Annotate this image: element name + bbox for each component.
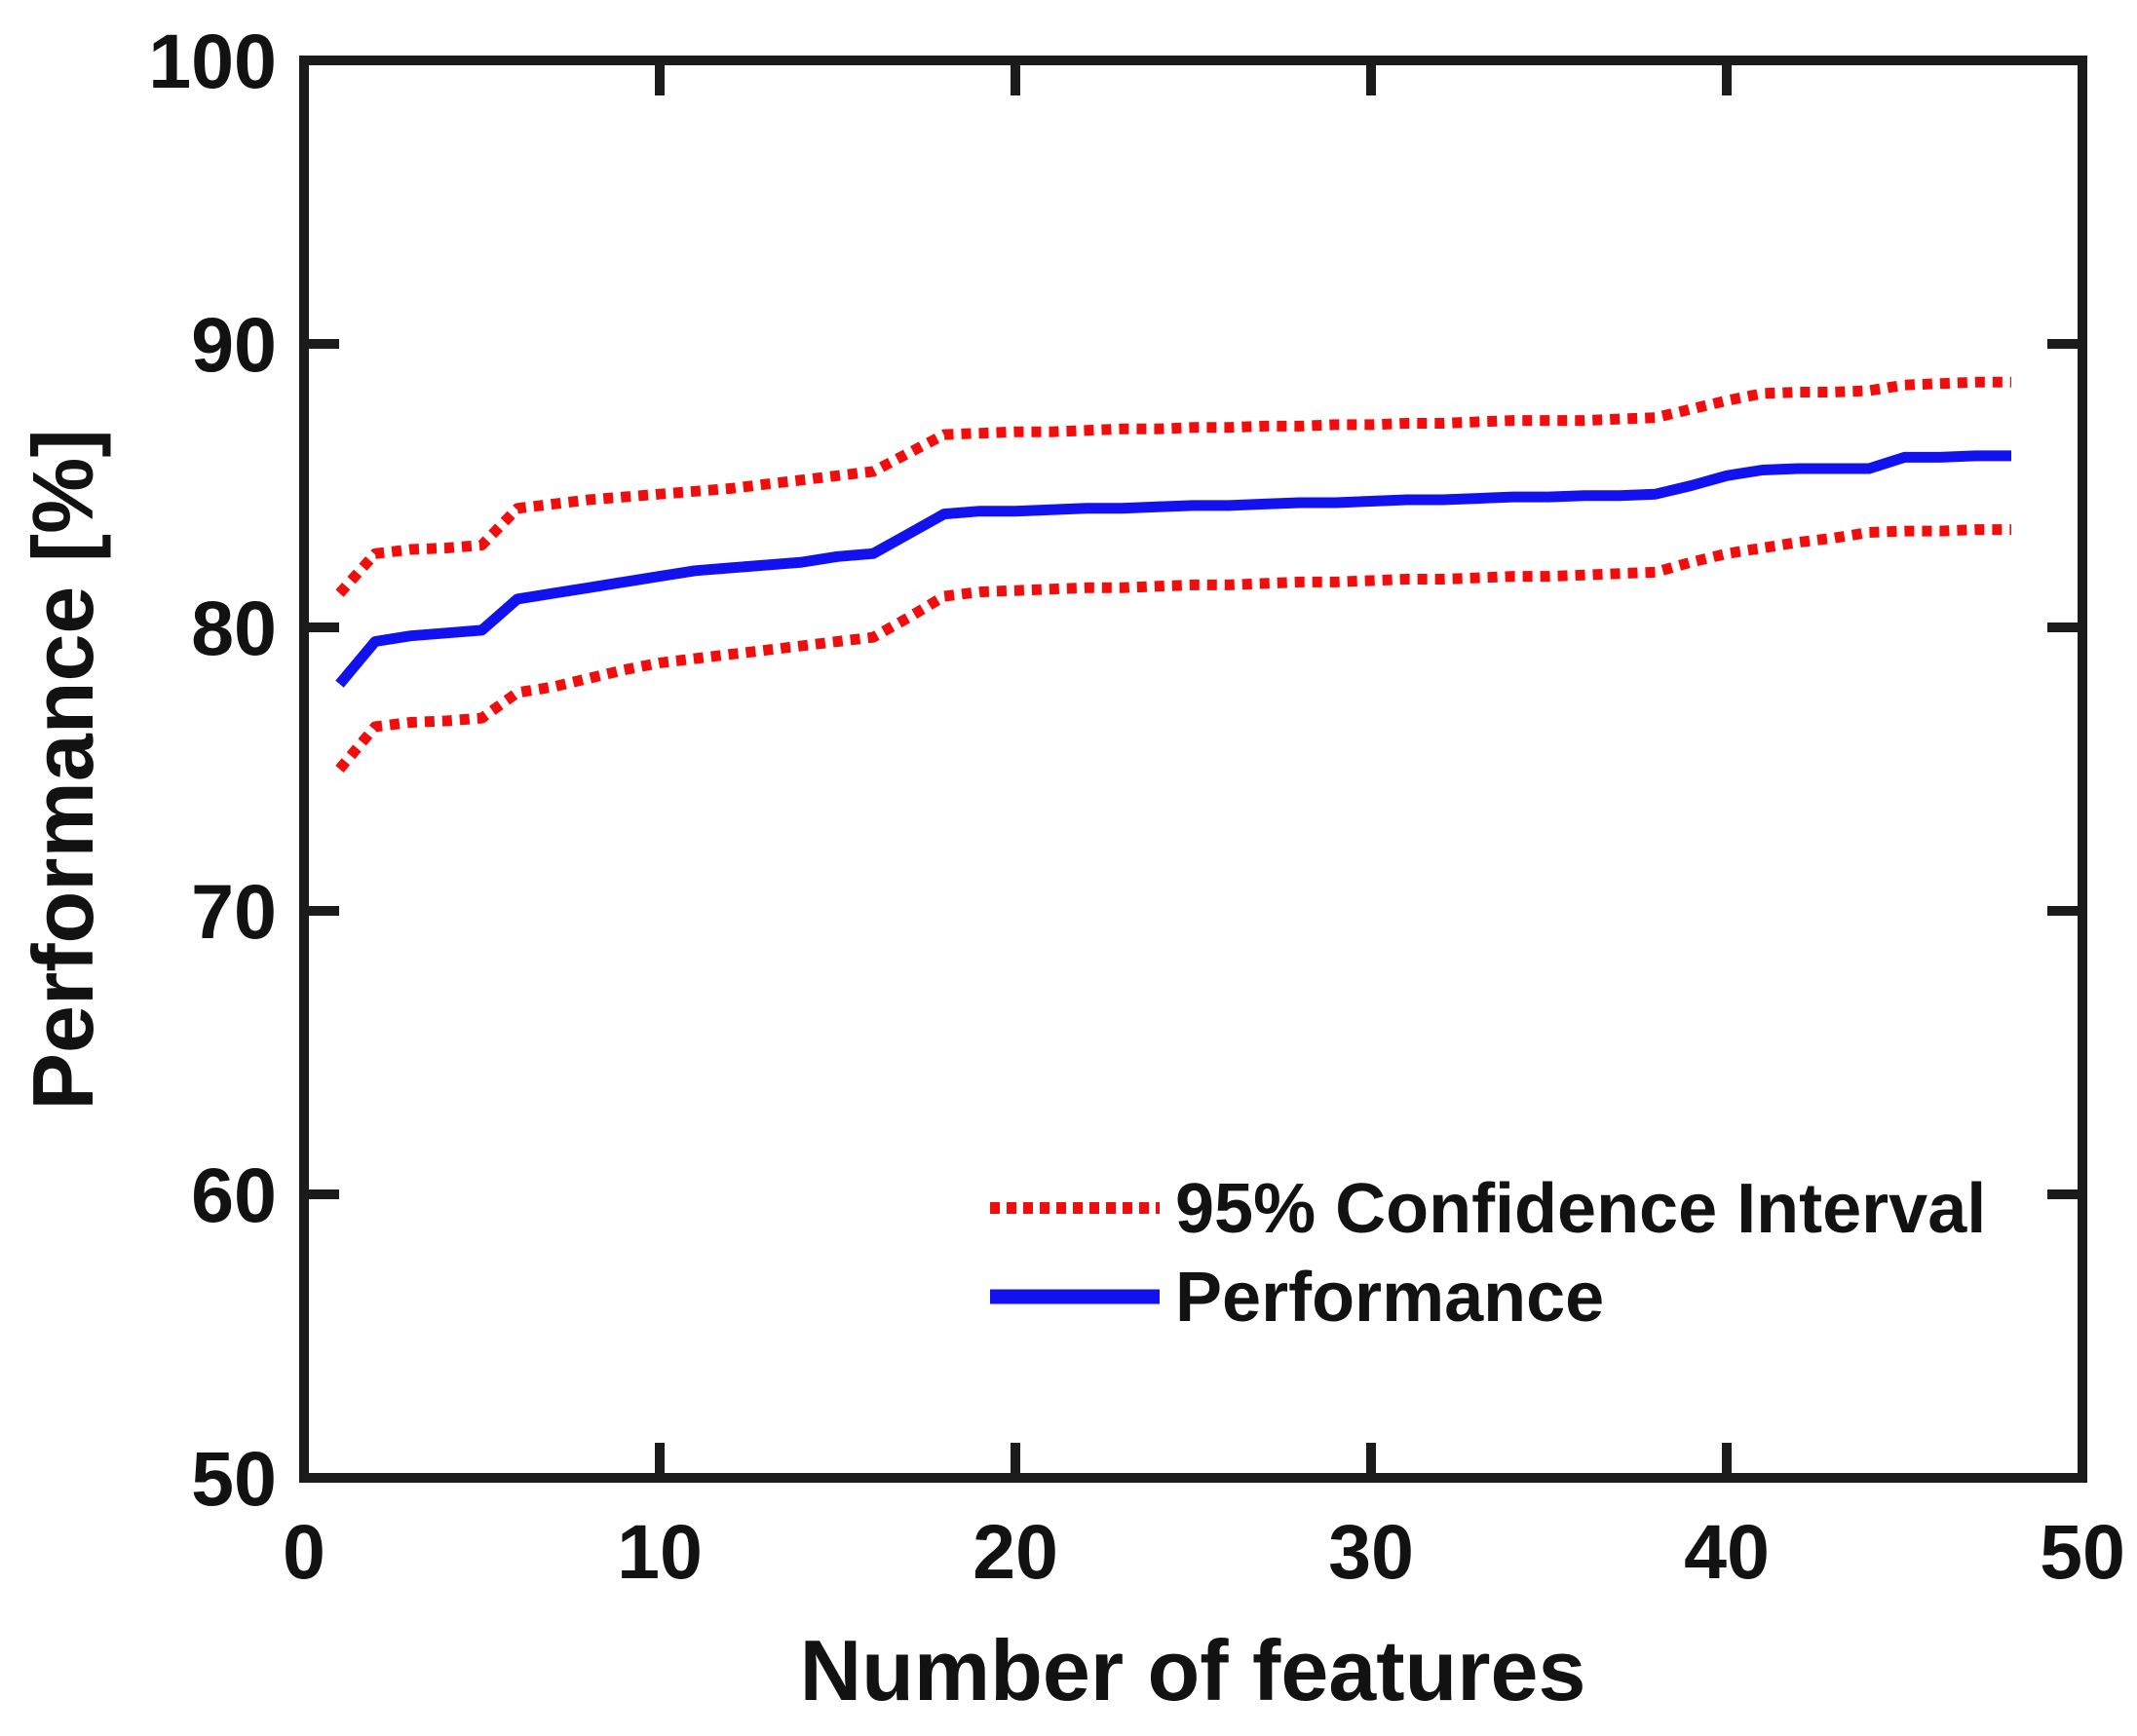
legend-item-confidence-interval: 95% Confidence Interval	[990, 1170, 1986, 1248]
x-axis-tick-labels: 0 10 20 30 40 50	[283, 1508, 2125, 1595]
x-tick-label: 0	[283, 1508, 325, 1595]
legend: 95% Confidence Interval Performance	[990, 1170, 1986, 1337]
y-tick-label: 70	[191, 868, 277, 955]
y-tick-label: 80	[191, 585, 277, 671]
data-series-lines	[335, 376, 2011, 774]
y-tick-label: 90	[191, 301, 277, 388]
y-axis-label: Performance [%]	[15, 429, 111, 1110]
x-axis-label: Number of features	[800, 1622, 1586, 1718]
legend-item-performance: Performance	[990, 1259, 1604, 1337]
axis-tick-marks	[304, 60, 2082, 1478]
series-line-95-ci-lower-bound	[335, 524, 2011, 774]
x-tick-label: 10	[617, 1508, 703, 1595]
x-tick-label: 50	[2040, 1508, 2125, 1595]
x-tick-label: 30	[1328, 1508, 1414, 1595]
y-tick-label: 60	[191, 1151, 277, 1238]
x-tick-label: 20	[973, 1508, 1058, 1595]
y-tick-label: 100	[148, 18, 277, 104]
series-line-performance	[335, 450, 2011, 688]
series-line-95-ci-upper-bound	[335, 376, 2011, 597]
x-tick-label: 40	[1684, 1508, 1770, 1595]
plot-border-box	[299, 56, 2087, 1483]
legend-label-confidence-interval: 95% Confidence Interval	[1175, 1170, 1986, 1248]
y-axis-tick-labels: 50 60 70 80 90 100	[148, 18, 277, 1522]
legend-label-performance: Performance	[1175, 1259, 1604, 1337]
y-tick-label: 50	[191, 1435, 277, 1522]
